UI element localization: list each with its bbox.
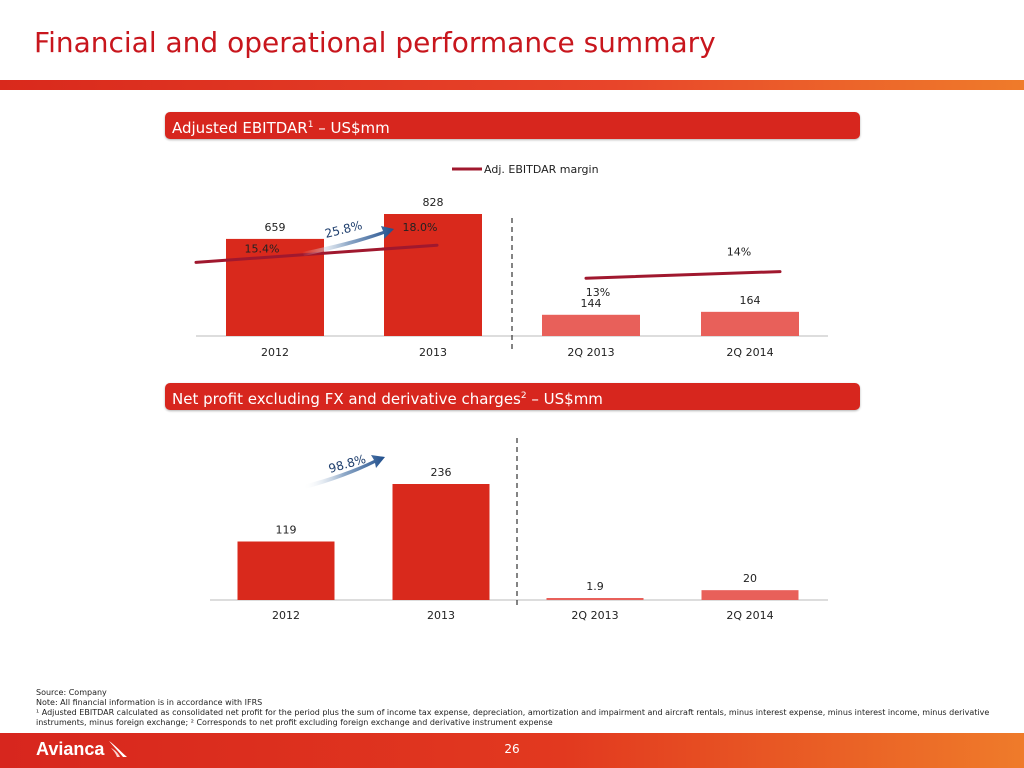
margin-line-segment-1 (584, 270, 782, 280)
ebitdar-value-label-0: 659 (265, 221, 286, 234)
ebitdar-category-label-0: 2012 (261, 346, 289, 359)
net-profit-bar-0 (237, 541, 335, 600)
net-profit-category-label-1: 2013 (427, 609, 455, 622)
ebitdar-growth-label: 25.8% (323, 218, 363, 241)
net-profit-growth-arrow (303, 455, 385, 489)
ebitdar-chart: Adj. EBITDAR margin 659 2012 828 2013 144 2Q … (194, 163, 828, 359)
slide-title: Financial and operational performance su… (34, 26, 716, 59)
ebitdar-value-label-1: 828 (423, 196, 444, 209)
ebitdar-header-text: Adjusted EBITDAR (172, 119, 308, 137)
footnote-definitions: ¹ Adjusted EBITDAR calculated as consoli… (36, 708, 990, 727)
ebitdar-header-footnote-mark: 1 (307, 120, 314, 130)
net-profit-category-label-3: 2Q 2014 (726, 609, 773, 622)
ebitdar-category-label-3: 2Q 2014 (726, 346, 773, 359)
net-profit-value-label-0: 119 (276, 524, 297, 537)
ebitdar-bar-1 (384, 214, 482, 336)
footnotes: Source: Company Note: All financial info… (36, 688, 996, 728)
top-accent-bar (0, 80, 1024, 90)
net-profit-category-label-2: 2Q 2013 (571, 609, 618, 622)
ebitdar-value-label-2: 144 (581, 297, 602, 310)
net-profit-value-label-2: 1.9 (586, 580, 604, 593)
ebitdar-value-label-3: 164 (740, 294, 761, 307)
ebitdar-section-header: Adjusted EBITDAR1 – US$mm (165, 112, 860, 139)
net-profit-bar-3 (701, 590, 799, 600)
ebitdar-header-suffix: – US$mm (313, 119, 390, 137)
net-profit-header-footnote-mark: 2 (520, 391, 527, 401)
margin-label-2: 13% (586, 286, 610, 299)
avianca-logo: Avianca (36, 739, 105, 759)
ebitdar-bar-3 (701, 311, 799, 336)
margin-line-segment-0 (194, 243, 439, 264)
margin-legend-label: Adj. EBITDAR margin (484, 163, 599, 176)
net-profit-section-header: Net profit excluding FX and derivative c… (165, 383, 860, 410)
net-profit-bar-2 (546, 598, 644, 600)
net-profit-category-label-0: 2012 (272, 609, 300, 622)
avianca-wing-icon (109, 741, 127, 757)
net-profit-header-suffix: – US$mm (526, 390, 603, 408)
ebitdar-category-label-1: 2013 (419, 346, 447, 359)
margin-label-1: 18.0% (403, 221, 438, 234)
bottom-accent-bar (0, 733, 1024, 768)
margin-label-0: 15.4% (245, 242, 280, 255)
ebitdar-bar-2 (542, 314, 640, 336)
footnote-source: Source: Company (36, 688, 107, 697)
margin-label-3: 14% (727, 246, 751, 259)
net-profit-header-text: Net profit excluding FX and derivative c… (172, 390, 521, 408)
net-profit-bar-1 (392, 484, 490, 600)
footnote-note: Note: All financial information is in ac… (36, 698, 263, 707)
ebitdar-category-label-2: 2Q 2013 (567, 346, 614, 359)
page-number: 26 (504, 742, 520, 756)
net-profit-value-label-1: 236 (431, 466, 452, 479)
ebitdar-growth-arrow (302, 226, 394, 256)
net-profit-value-label-3: 20 (743, 572, 757, 585)
